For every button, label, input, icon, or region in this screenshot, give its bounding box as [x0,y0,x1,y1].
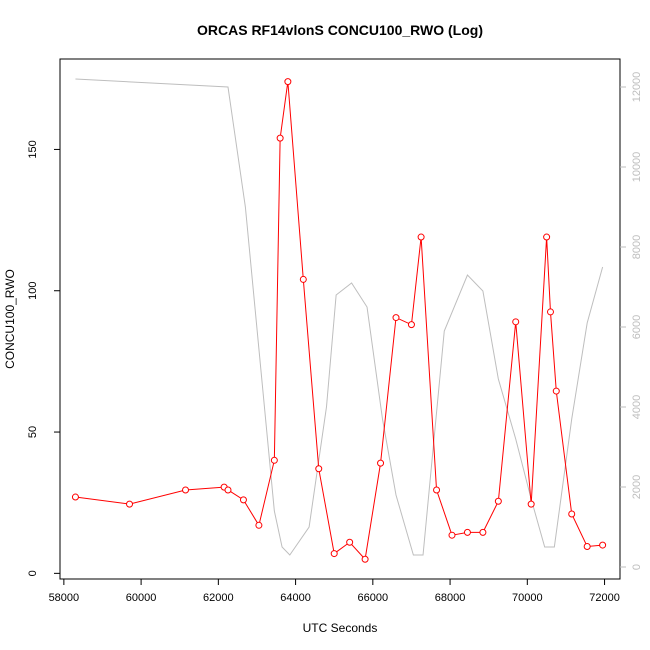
data-point [392,314,400,322]
x-tick-label: 58000 [49,592,80,604]
data-point [494,497,502,505]
secondary-series-line [75,78,604,556]
y-axis-right: 0 2000 4000 6000 8000 10000 12000 [620,72,643,570]
data-point [433,486,441,494]
data-point [255,521,263,529]
data-point [552,387,560,395]
data-point [512,318,520,326]
x-tick-label: 72000 [589,592,620,604]
chart-title: ORCAS RF14vlonS CONCU100_RWO (Log) [197,22,483,38]
primary-series-layer [71,78,607,563]
data-point [463,528,471,536]
data-point [284,78,292,86]
data-point [330,550,338,558]
data-point [568,510,576,518]
data-point [361,555,369,563]
x-tick-label: 70000 [512,592,543,604]
data-point [126,500,134,508]
y2-tick-label: 12000 [631,72,643,103]
x-tick-label: 68000 [435,592,466,604]
x-tick-label: 60000 [126,592,157,604]
y2-tick-label: 4000 [631,395,643,419]
y-tick-label: 150 [27,140,39,158]
data-point [546,308,554,316]
data-point [276,134,284,142]
x-tick-label: 62000 [203,592,234,604]
y-axis-left: 0 50 100 150 [27,140,60,576]
data-point [599,541,607,549]
x-axis: 58000 60000 62000 64000 66000 68000 70000 72000 [49,579,620,604]
data-point [346,538,354,546]
data-point [527,500,535,508]
data-point [270,456,278,464]
y-tick-label: 50 [27,426,39,438]
data-point [71,493,79,501]
primary-series-line [75,81,603,561]
y-tick-label: 100 [27,282,39,300]
y2-tick-label: 0 [631,564,643,570]
x-tick-label: 66000 [358,592,389,604]
y2-tick-label: 2000 [631,475,643,499]
data-point [315,465,323,473]
y2-tick-label: 6000 [631,315,643,339]
data-point [543,233,551,241]
x-axis-label: UTC Seconds [303,621,378,635]
data-point [299,275,307,283]
data-point [224,486,232,494]
y2-tick-label: 8000 [631,235,643,259]
data-point [479,528,487,536]
data-point [182,486,190,494]
data-point [377,459,385,467]
y-tick-label: 0 [27,570,39,576]
data-point [407,321,415,329]
data-point [448,531,456,539]
data-point [583,543,591,550]
y-axis-label: CONCU100_RWO [3,269,17,369]
y2-tick-label: 10000 [631,152,643,183]
data-point [417,233,425,241]
plot-box [59,58,621,580]
secondary-series-layer [75,78,604,556]
x-tick-label: 64000 [280,592,311,604]
data-point [239,496,247,504]
